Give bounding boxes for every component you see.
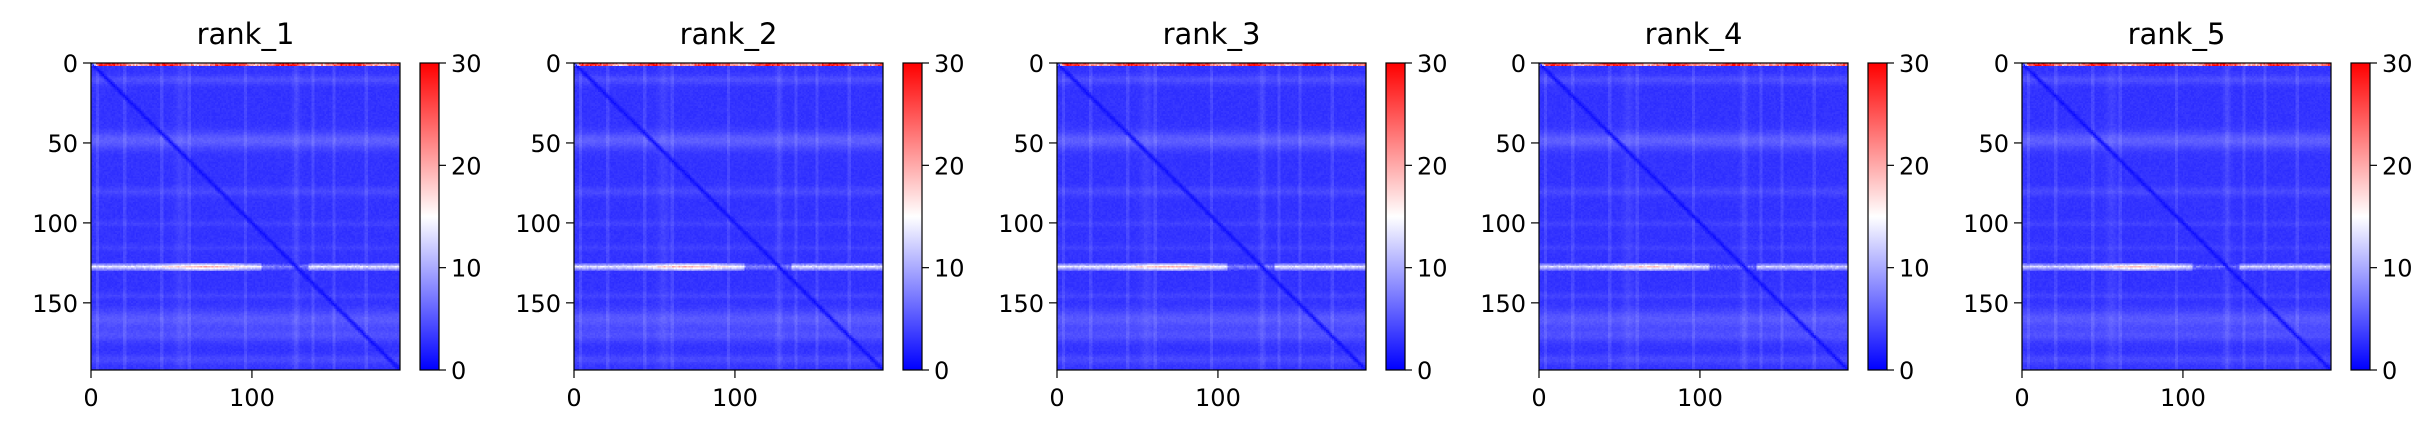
y-tick-label: 0 — [63, 50, 78, 78]
panel-title: rank_3 — [1163, 17, 1261, 51]
colorbar — [903, 63, 922, 370]
colorbar-tick-label: 0 — [451, 357, 466, 385]
y-tick-label: 100 — [1480, 210, 1526, 238]
colorbar-tick-label: 30 — [934, 50, 965, 78]
colorbar-tick-label: 20 — [1899, 152, 1930, 180]
x-tick-label: 100 — [712, 384, 758, 412]
colorbar-tick-label: 30 — [1417, 50, 1448, 78]
colorbar-tick-label: 0 — [1417, 357, 1432, 385]
colorbar-tick-label: 20 — [451, 152, 482, 180]
colorbar — [420, 63, 439, 370]
panel-title: rank_2 — [680, 17, 778, 51]
colorbar-tick-label: 30 — [451, 50, 482, 78]
x-tick-label: 0 — [1049, 384, 1064, 412]
colorbar — [1386, 63, 1405, 370]
y-tick-label: 100 — [998, 210, 1044, 238]
panel-title: rank_5 — [2128, 17, 2226, 51]
y-tick-label: 50 — [1013, 130, 1044, 158]
colorbar-tick-label: 10 — [1899, 255, 1930, 283]
colorbar-tick-label: 0 — [1899, 357, 1914, 385]
heatmap-panel-2: rank_2 0 50 100 150 0 100 0 10 20 30 — [515, 17, 964, 412]
colorbar-tick-label: 20 — [1417, 152, 1448, 180]
y-tick-label: 50 — [47, 130, 78, 158]
y-tick-label: 150 — [998, 290, 1044, 318]
colorbar-tick-label: 30 — [2382, 50, 2413, 78]
y-tick-label: 150 — [32, 290, 78, 318]
heatmap-panel-4: rank_4 0 50 100 150 0 100 0 10 20 30 — [1480, 17, 1929, 412]
x-tick-label: 0 — [566, 384, 581, 412]
colorbar-tick-label: 0 — [2382, 357, 2397, 385]
x-tick-label: 0 — [1531, 384, 1546, 412]
y-tick-label: 150 — [1480, 290, 1526, 318]
colorbar-tick-label: 0 — [934, 357, 949, 385]
x-tick-label: 0 — [2014, 384, 2029, 412]
colorbar-tick-label: 20 — [2382, 152, 2413, 180]
y-tick-label: 50 — [1978, 130, 2009, 158]
panel-title: rank_4 — [1645, 17, 1743, 51]
y-tick-label: 50 — [1495, 130, 1526, 158]
x-tick-label: 100 — [1677, 384, 1723, 412]
heatmap-image — [1539, 63, 1848, 370]
colorbar — [2351, 63, 2370, 370]
y-tick-label: 0 — [546, 50, 561, 78]
colorbar-tick-label: 10 — [2382, 255, 2413, 283]
colorbar-tick-label: 10 — [1417, 255, 1448, 283]
y-tick-label: 100 — [32, 210, 78, 238]
heatmap-panel-5: rank_5 0 50 100 150 0 100 0 10 20 30 — [1963, 17, 2412, 412]
heatmap-image — [2022, 63, 2331, 370]
colorbar-tick-label: 10 — [451, 255, 482, 283]
colorbar — [1868, 63, 1887, 370]
x-tick-label: 100 — [2160, 384, 2206, 412]
y-tick-label: 100 — [1963, 210, 2009, 238]
y-tick-label: 150 — [1963, 290, 2009, 318]
colorbar-tick-label: 10 — [934, 255, 965, 283]
y-tick-label: 150 — [515, 290, 561, 318]
heatmap-panel-1: rank_1 0 50 100 150 0 100 0 10 20 30 — [32, 17, 481, 412]
y-tick-label: 0 — [1994, 50, 2009, 78]
colorbar-tick-label: 30 — [1899, 50, 1930, 78]
colorbar-tick-label: 20 — [934, 152, 965, 180]
x-tick-label: 0 — [83, 384, 98, 412]
heatmap-image — [574, 63, 883, 370]
heatmap-image — [1057, 63, 1366, 370]
y-tick-label: 50 — [530, 130, 561, 158]
heatmap-panel-3: rank_3 0 50 100 150 0 100 0 10 20 30 — [998, 17, 1447, 412]
x-tick-label: 100 — [229, 384, 275, 412]
y-tick-label: 0 — [1029, 50, 1044, 78]
y-tick-label: 0 — [1511, 50, 1526, 78]
x-tick-label: 100 — [1195, 384, 1241, 412]
y-tick-label: 100 — [515, 210, 561, 238]
heatmap-image — [91, 63, 400, 370]
panel-title: rank_1 — [197, 17, 295, 51]
